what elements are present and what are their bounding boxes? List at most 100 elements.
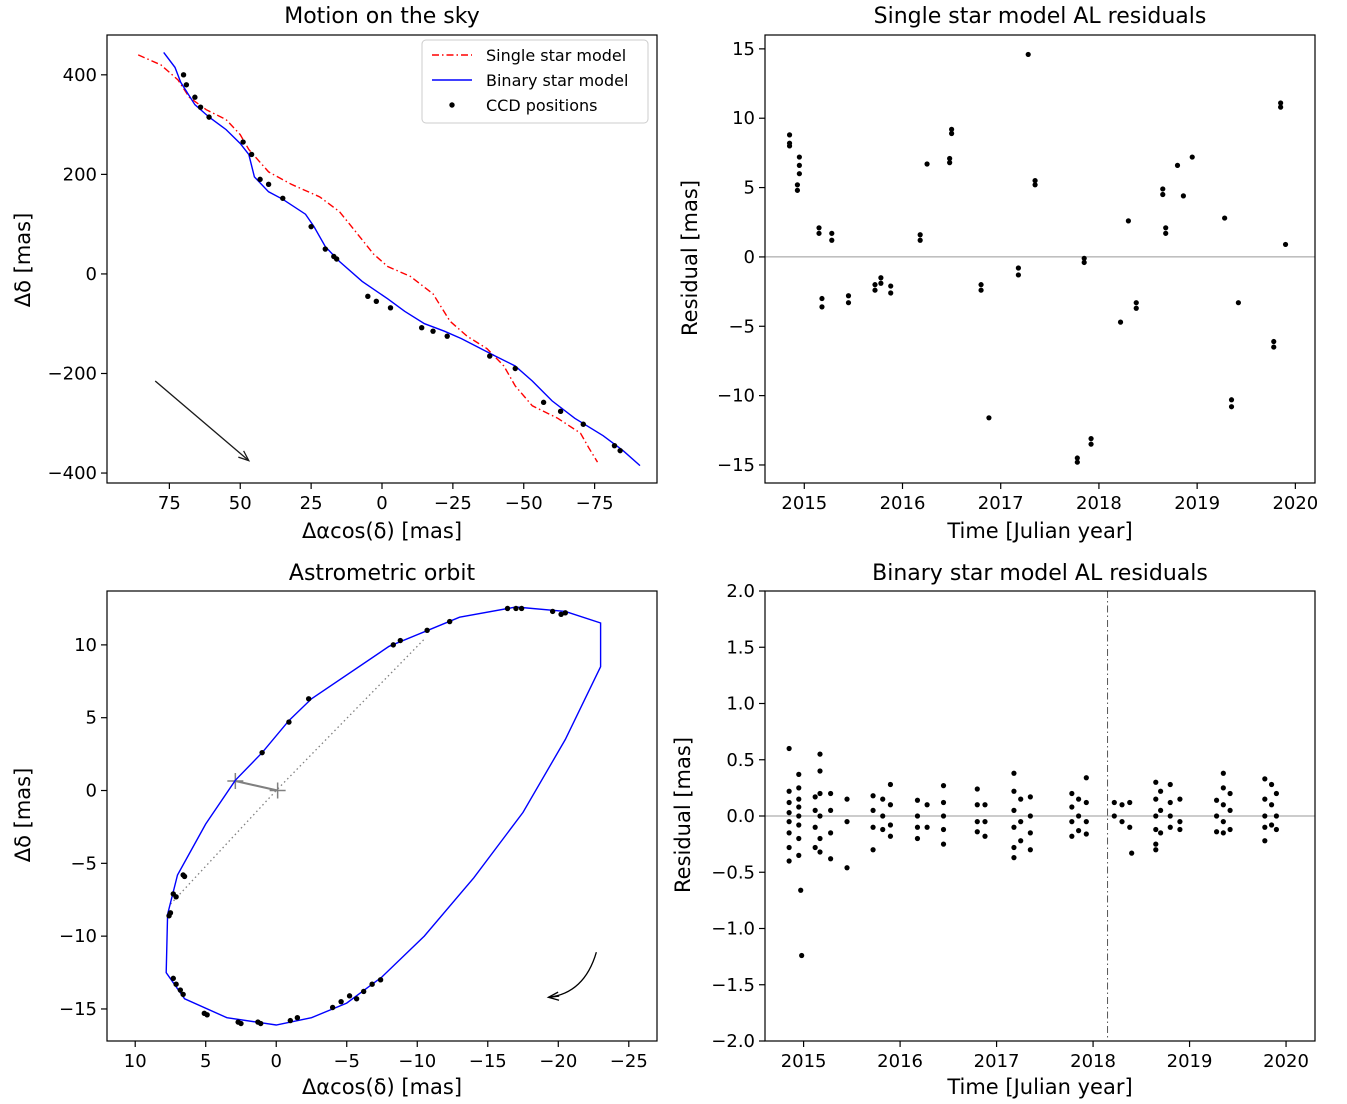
residual-point — [794, 182, 801, 188]
residual-point — [1262, 813, 1268, 819]
y-tick-label: 400 — [63, 65, 97, 86]
residual-point — [1228, 404, 1235, 410]
residual-point — [888, 290, 894, 296]
x-tick-label: 2019 — [1167, 1051, 1213, 1072]
y-tick-label: −2.0 — [711, 1031, 755, 1052]
residual-point — [1011, 824, 1017, 830]
residual-point — [1167, 824, 1173, 830]
residual-point — [982, 802, 988, 808]
x-tick-label: −5 — [333, 1051, 360, 1072]
residual-point — [817, 768, 823, 774]
y-tick-label: −10 — [717, 386, 755, 407]
residual-point — [1125, 218, 1131, 224]
periastron-segment — [235, 780, 278, 792]
x-axis-label: Time [Julian year] — [946, 519, 1132, 543]
residual-point — [1167, 799, 1173, 806]
residual-point — [1081, 255, 1087, 261]
residual-point — [817, 813, 823, 819]
residual-point — [1222, 215, 1228, 221]
binary-star-model-line — [163, 51, 641, 467]
residual-point — [1011, 770, 1017, 776]
y-tick-label: 10 — [732, 108, 755, 129]
plot-area — [765, 591, 1315, 1041]
residual-point — [880, 813, 886, 819]
residual-point — [1153, 796, 1159, 802]
cross-marker — [269, 782, 286, 799]
y-axis-label: Residual [mas] — [671, 737, 695, 893]
residual-point — [1220, 770, 1226, 776]
ccd-position-point — [167, 910, 174, 916]
residual-point — [1127, 824, 1133, 830]
y-axis-label: Δδ [mas] — [11, 213, 35, 308]
ccd-position-point — [397, 637, 404, 644]
residual-point — [947, 160, 953, 166]
residual-point — [1129, 850, 1135, 856]
residual-point — [982, 833, 988, 839]
x-tick-label: 2016 — [877, 1051, 923, 1072]
residual-point — [940, 799, 947, 806]
y-tick-label: −200 — [48, 363, 97, 384]
x-tick-label: 25 — [300, 493, 323, 514]
y-tick-label: −1.5 — [711, 975, 755, 996]
ccd-position-point — [265, 181, 272, 188]
residual-point — [1153, 779, 1159, 785]
residual-point — [1177, 826, 1183, 833]
residual-point — [1015, 272, 1021, 278]
x-tick-label: 0 — [271, 1051, 282, 1072]
panel-single-star-residuals: Single star model AL residuals Time [Jul… — [678, 4, 1318, 543]
residual-point — [1015, 265, 1021, 271]
ccd-position-point — [192, 94, 198, 100]
residual-point — [1227, 790, 1233, 797]
residual-point — [796, 785, 802, 791]
residual-point — [974, 802, 980, 808]
legend-marker — [449, 102, 455, 108]
residual-point — [1153, 847, 1159, 853]
ccd-position-point — [360, 988, 367, 995]
residual-point — [1271, 344, 1277, 350]
x-tick-label: 2020 — [1272, 493, 1318, 514]
residual-point — [1018, 796, 1024, 802]
x-tick-label: 0 — [376, 493, 387, 514]
line-of-nodes — [170, 638, 425, 905]
ccd-position-point — [373, 298, 380, 305]
ccd-position-point — [353, 996, 360, 1002]
residual-point — [1163, 225, 1169, 231]
residual-point — [1074, 455, 1080, 461]
residual-point — [872, 287, 878, 293]
ccd-position-point — [377, 977, 384, 983]
y-tick-label: −1.0 — [711, 919, 755, 940]
residual-point — [1069, 819, 1075, 825]
residual-point — [880, 826, 886, 833]
x-tick-label: −75 — [576, 493, 614, 514]
residual-point — [817, 790, 823, 797]
ccd-position-point — [540, 399, 547, 406]
ccd-position-point — [513, 605, 519, 612]
y-tick-label: 0 — [744, 247, 755, 268]
residual-point — [1213, 813, 1220, 819]
residual-point — [1088, 436, 1094, 442]
residual-point — [949, 130, 955, 137]
residual-point — [1268, 822, 1275, 828]
residual-point — [812, 794, 818, 800]
ccd-position-point — [258, 1020, 264, 1027]
residual-point — [786, 858, 792, 864]
residual-point — [1018, 838, 1024, 844]
single-star-model-line — [137, 54, 599, 463]
y-tick-label: 15 — [732, 39, 755, 60]
residual-point — [870, 807, 876, 813]
residual-point — [1153, 813, 1159, 819]
residual-point — [1032, 178, 1038, 184]
arrow-head — [238, 450, 251, 462]
arrow-shaft — [154, 380, 250, 462]
ccd-position-point — [487, 353, 493, 359]
residual-point — [1220, 802, 1226, 808]
residual-point — [1163, 230, 1169, 236]
x-tick-label: −25 — [610, 1051, 648, 1072]
ccd-position-point — [446, 618, 453, 625]
legend-label: CCD positions — [486, 96, 597, 115]
residual-point — [1083, 831, 1089, 837]
ccd-position-point — [617, 447, 623, 454]
residual-point — [1011, 855, 1017, 861]
legend-box — [421, 39, 649, 124]
